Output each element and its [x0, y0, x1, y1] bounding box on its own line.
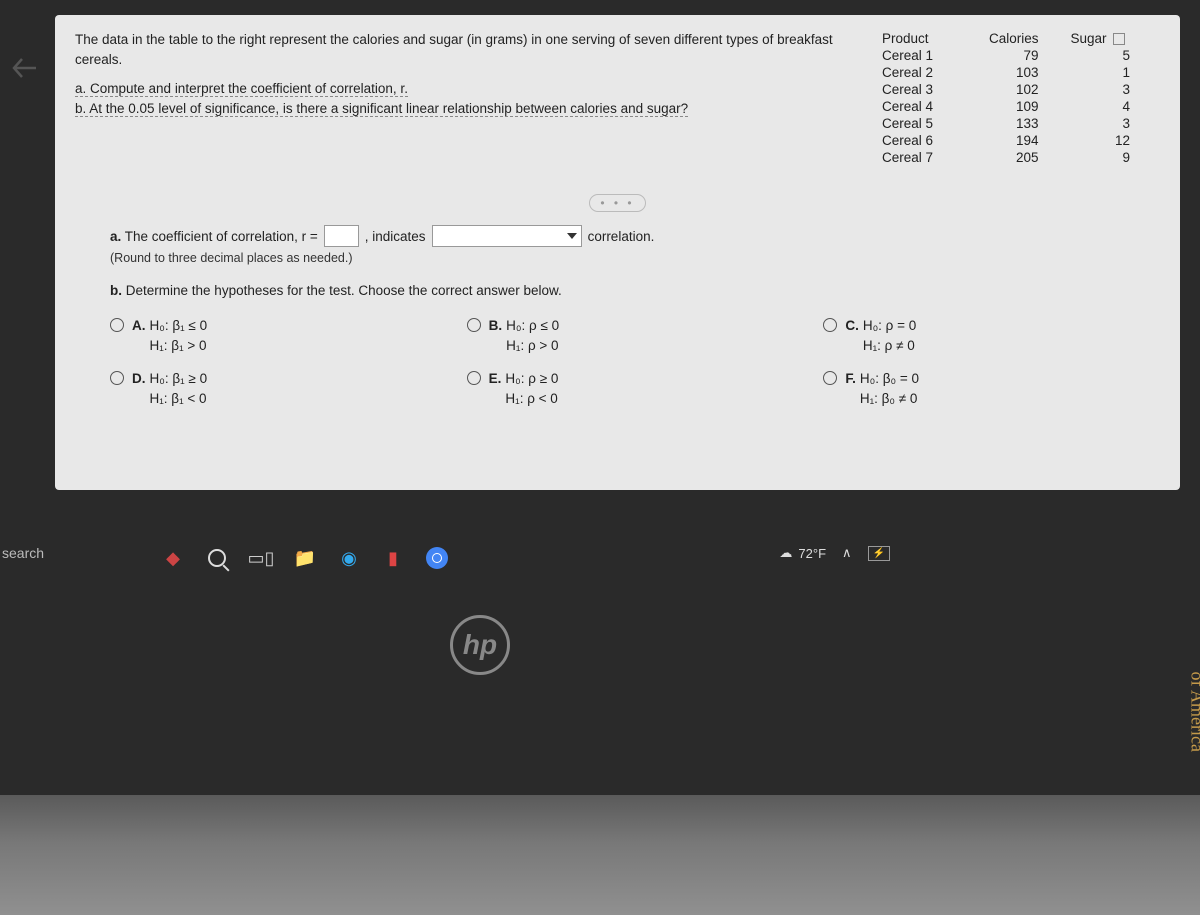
radio-icon[interactable] — [110, 371, 124, 385]
table-row: Cereal 72059 — [880, 149, 1160, 166]
data-table: Product Calories Sugar Cereal 1795Cereal… — [880, 30, 1160, 166]
correlation-value-input[interactable] — [324, 225, 359, 247]
table-row: Cereal 41094 — [880, 98, 1160, 115]
radio-icon[interactable] — [823, 318, 837, 332]
table-row: Cereal 1795 — [880, 47, 1160, 64]
app-icon-1[interactable]: ◆ — [155, 540, 191, 576]
table-row: Cereal 31023 — [880, 81, 1160, 98]
radio-icon[interactable] — [823, 371, 837, 385]
file-explorer-icon[interactable]: 📁 — [287, 540, 323, 576]
table-header-sugar: Sugar — [1069, 30, 1161, 47]
task-view-icon[interactable]: ▭▯ — [243, 540, 279, 576]
radio-icon[interactable] — [467, 371, 481, 385]
section-divider: • • • — [55, 196, 1180, 210]
hp-logo: hp — [450, 615, 510, 675]
copy-icon[interactable] — [1113, 33, 1125, 45]
option-A[interactable]: A.H₀: β₁ ≤ 0 A.H₁: β₁ > 0 — [110, 316, 427, 357]
option-D[interactable]: D.H₀: β₁ ≥ 0 D.H₁: β₁ < 0 — [110, 369, 427, 410]
option-B[interactable]: B.H₀: ρ ≤ 0 B.H₁: ρ > 0 — [467, 316, 784, 357]
question-intro: The data in the table to the right repre… — [75, 30, 860, 71]
option-C[interactable]: C.H₀: ρ = 0 C.H₁: ρ ≠ 0 — [823, 316, 1140, 357]
table-header-calories: Calories — [968, 30, 1069, 47]
table-row: Cereal 21031 — [880, 64, 1160, 81]
question-part-b: b. At the 0.05 level of significance, is… — [75, 99, 860, 119]
cortana-icon[interactable] — [199, 540, 235, 576]
passport-cover: United States of America — [1185, 658, 1200, 765]
question-panel: The data in the table to the right repre… — [55, 15, 1180, 490]
chrome-icon[interactable] — [419, 540, 455, 576]
rounding-hint: (Round to three decimal places as needed… — [110, 251, 1140, 265]
back-arrow-icon[interactable] — [12, 55, 42, 85]
correlation-type-dropdown[interactable] — [432, 225, 582, 247]
taskbar: ◆ ▭▯ 📁 ◉ ▮ — [155, 540, 455, 576]
office-icon[interactable]: ▮ — [375, 540, 411, 576]
table-row: Cereal 619412 — [880, 132, 1160, 149]
radio-icon[interactable] — [467, 318, 481, 332]
option-F[interactable]: F.H₀: β₀ = 0 F.H₁: β₀ ≠ 0 — [823, 369, 1140, 410]
option-E[interactable]: E.H₀: ρ ≥ 0 E.H₁: ρ < 0 — [467, 369, 784, 410]
desk-surface — [0, 795, 1200, 915]
question-part-a: a. Compute and interpret the coefficient… — [75, 79, 860, 99]
part-a-answer: a. The coefficient of correlation, r = ,… — [110, 225, 1140, 265]
radio-icon[interactable] — [110, 318, 124, 332]
table-header-product: Product — [880, 30, 968, 47]
table-row: Cereal 51333 — [880, 115, 1160, 132]
part-b-prompt: b. Determine the hypotheses for the test… — [110, 283, 1140, 298]
search-label: search — [2, 545, 44, 561]
edge-icon[interactable]: ◉ — [331, 540, 367, 576]
weather-widget[interactable]: ☁ 72°F ∧ ⚡ — [779, 545, 890, 561]
